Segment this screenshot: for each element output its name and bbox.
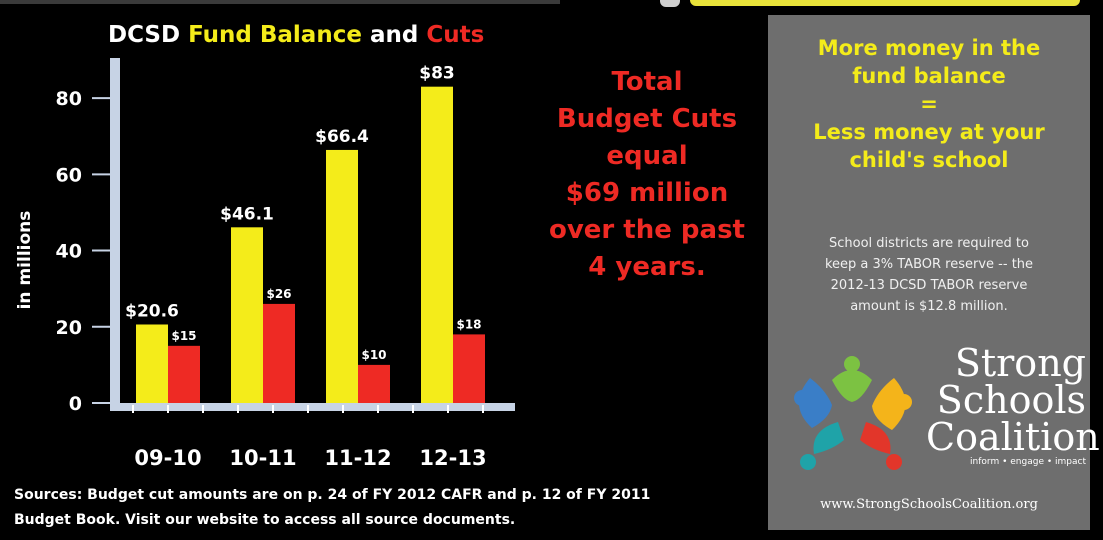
y-axis-label: in millions	[15, 211, 35, 310]
note-line: keep a 3% TABOR reserve -- the	[824, 257, 1034, 272]
top-band	[0, 0, 1103, 9]
y-tick-label: 60	[56, 164, 82, 186]
figures-logo-icon	[794, 356, 912, 470]
x-grid-mark	[307, 405, 309, 413]
x-grid-mark	[377, 405, 379, 413]
panel-headline: More money in the fund balance = Less mo…	[768, 34, 1090, 174]
x-grid-mark	[167, 405, 169, 413]
logo-tagline: inform • engage • impact	[970, 457, 1086, 467]
tabor-note: School districts are required to keep a …	[776, 233, 1082, 317]
logo-word: Schools	[936, 378, 1086, 422]
chart-title: DCSD Fund Balance and Cuts	[108, 22, 484, 48]
budget-cut-bar	[358, 364, 390, 403]
y-axis-band	[110, 58, 120, 411]
budget-cut-label: $15	[171, 329, 196, 343]
logo-word: Coalition	[926, 415, 1100, 459]
x-grid-mark	[482, 405, 484, 413]
fund-balance-label: $46.1	[220, 204, 274, 224]
y-tick-label: 20	[56, 317, 82, 339]
x-grid-mark	[447, 405, 449, 413]
x-category-label: 12-13	[419, 446, 486, 470]
headline-line: Less money at your	[813, 120, 1045, 144]
x-category-label: 09-10	[134, 446, 201, 470]
x-category-label: 11-12	[324, 446, 391, 470]
x-grid-mark	[412, 405, 414, 413]
fund-balance-label: $83	[419, 64, 455, 84]
title-part-2: Fund Balance	[188, 22, 362, 48]
website-url[interactable]: www.StrongSchoolsCoalition.org	[820, 497, 1038, 512]
sources-note: Sources: Budget cut amounts are on p. 24…	[14, 483, 650, 533]
y-tick-label: 80	[56, 88, 82, 110]
x-axis-band	[110, 403, 515, 411]
cuts-line: Total	[611, 67, 683, 97]
fund-balance-bar	[231, 227, 263, 403]
headline-line: fund balance	[852, 64, 1006, 88]
title-part-1: DCSD	[108, 22, 181, 48]
budget-cut-bar	[263, 303, 295, 403]
fund-balance-label: $66.4	[315, 127, 369, 147]
fund-balance-bar	[136, 324, 168, 403]
x-grid-mark	[342, 405, 344, 413]
headline-line: child's school	[849, 148, 1009, 172]
headline-line: More money in the	[817, 36, 1041, 60]
cuts-line: equal	[606, 141, 688, 171]
total-cuts-message: Total Budget Cuts equal $69 million over…	[528, 64, 766, 286]
logo-wordmark: Strong Schools Coalition inform • engage…	[926, 341, 1100, 467]
headline-line: =	[920, 92, 938, 116]
cuts-line: $69 million	[565, 178, 729, 208]
budget-cut-label: $26	[266, 287, 291, 301]
fund-balance-bar	[326, 149, 358, 403]
bar-chart: 0 20 40 60 80 in millions $20.6 $15 09-10 $46.1 $2…	[15, 58, 515, 470]
fund-balance-bar	[421, 86, 453, 403]
sources-line: Sources: Budget cut amounts are on p. 24…	[14, 487, 651, 503]
info-panel: More money in the fund balance = Less mo…	[768, 15, 1100, 530]
note-line: 2012-13 DCSD TABOR reserve	[830, 278, 1028, 293]
x-grid-mark	[132, 405, 134, 413]
note-line: School districts are required to	[829, 236, 1029, 251]
cuts-line: Budget Cuts	[556, 104, 738, 134]
title-part-4: Cuts	[426, 22, 485, 48]
y-tick-label: 0	[69, 393, 82, 415]
sources-line: Budget Book. Visit our website to access…	[14, 512, 516, 528]
fund-balance-label: $20.6	[125, 301, 179, 321]
budget-cut-label: $18	[456, 317, 481, 331]
cuts-line: over the past	[548, 215, 745, 245]
title-part-3: and	[369, 22, 419, 48]
x-category-label: 10-11	[229, 446, 296, 470]
x-grid-mark	[202, 405, 204, 413]
x-grid-mark	[237, 405, 239, 413]
cuts-line: 4 years.	[588, 252, 706, 282]
x-grid-mark	[272, 405, 274, 413]
budget-cut-label: $10	[361, 348, 386, 362]
y-tick-label: 40	[56, 241, 82, 263]
budget-cut-bar	[168, 345, 200, 403]
budget-cut-bar	[453, 334, 485, 403]
note-line: amount is $12.8 million.	[850, 299, 1008, 314]
logo-word: Strong	[954, 341, 1086, 385]
